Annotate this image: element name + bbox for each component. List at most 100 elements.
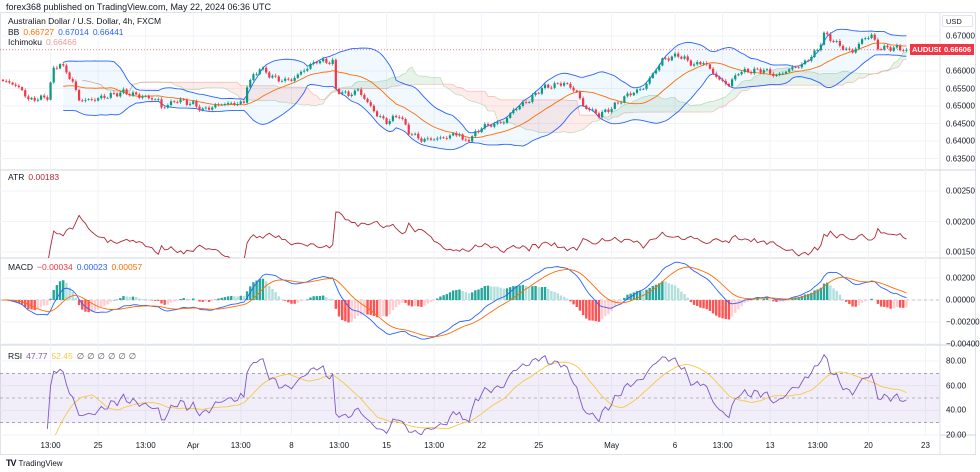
macd-hist-bar [274, 292, 277, 300]
macd-hist-bar [150, 300, 154, 301]
bb-basis-value: 0.66727 [23, 27, 55, 37]
candle-body [97, 98, 100, 101]
value-tick: 0.00250 [946, 186, 975, 196]
macd-hist-bar [616, 300, 620, 304]
atr-legend[interactable]: ATR 0.00183 [8, 172, 63, 182]
ichimoku-cloud-segment [177, 82, 181, 87]
candle-body [753, 68, 756, 74]
macd-hist-bar [239, 295, 242, 300]
rsi-hidden-values: ∅ ∅ ∅ ∅ ∅ ∅ [77, 351, 139, 361]
ichimoku-cloud-segment [484, 91, 489, 111]
ichimoku-cloud-segment [570, 100, 574, 133]
macd-hist-bar [902, 300, 905, 308]
candle-body [664, 58, 667, 60]
macd-hist-bar [566, 298, 569, 300]
ichimoku-cloud-segment [605, 116, 609, 121]
macd-hist-bar [680, 291, 683, 300]
candle-body [651, 73, 654, 79]
candle-body [103, 95, 106, 98]
ichimoku-cloud-segment [215, 82, 219, 88]
rsi-ma-line [54, 361, 907, 435]
macd-hist-bar [176, 300, 179, 301]
candle-body [429, 138, 433, 140]
ichimoku-cloud-segment [690, 105, 695, 113]
ichimoku-legend[interactable]: Ichimoku 0.66466 [8, 37, 81, 47]
candle-body [654, 70, 658, 74]
macd-hist-bar [521, 284, 525, 300]
ichimoku-cloud-segment [291, 87, 295, 104]
candle-body [245, 87, 249, 103]
ichimoku-label: Ichimoku [8, 37, 43, 47]
bb-legend[interactable]: BB 0.66727 0.67014 0.66441 [8, 27, 128, 37]
candle-body [303, 70, 306, 72]
macd-hist-bar [746, 300, 750, 302]
candle-body [864, 38, 867, 40]
candle-body [791, 67, 794, 70]
value-tick: 0.65000 [946, 101, 975, 111]
ichimoku-cloud-segment [186, 82, 191, 91]
macd-hist-bar [226, 296, 230, 300]
ichimoku-cloud-segment [776, 68, 780, 86]
ichimoku-cloud-segment [893, 61, 897, 69]
candle-body [879, 49, 883, 51]
macd-hist-bar [547, 288, 550, 300]
ichimoku-cloud-segment [671, 97, 676, 113]
macd-hist-bar [870, 298, 873, 300]
ichimoku-cloud-segment [437, 77, 441, 85]
candle-body [344, 91, 347, 93]
candle-body [144, 96, 147, 97]
candle-body [623, 96, 626, 103]
candle-body [24, 90, 27, 97]
candle-body [274, 75, 277, 77]
candle-body [341, 92, 344, 94]
candle-body [404, 119, 407, 125]
candle-body [797, 67, 800, 69]
candle-body [74, 81, 78, 90]
macd-hist-bar [531, 286, 534, 300]
time-tick: 13:00 [230, 441, 251, 450]
ichimoku-cloud-segment [465, 90, 469, 101]
candle-body [284, 78, 287, 81]
ichimoku-cloud-segment [779, 68, 783, 86]
candle-body [794, 67, 797, 68]
atr-value: 0.00183 [28, 172, 60, 182]
candle-body [119, 92, 122, 97]
ichimoku-cloud-segment [557, 99, 561, 133]
ichimoku-cloud-segment [497, 98, 501, 122]
candle-body [746, 68, 750, 73]
macd-hist-bar [271, 289, 274, 300]
candle-body [150, 98, 154, 100]
value-tick: 20.00 [946, 430, 967, 440]
macd-hist-bar [528, 286, 531, 300]
macd-legend[interactable]: MACD −0.00034 0.00023 0.00057 [8, 262, 146, 272]
ichimoku-cloud-segment [205, 82, 210, 88]
macd-hist-bar [797, 297, 800, 300]
macd-hist-bar [895, 300, 899, 308]
macd-hist-bar [768, 299, 772, 301]
ichimoku-cloud-segment [459, 87, 463, 96]
candle-body [195, 101, 198, 107]
macd-hist-bar [204, 300, 208, 302]
ichimoku-cloud-segment [564, 99, 568, 133]
macd-hist-bar [515, 285, 518, 300]
ichimoku-cloud-segment [269, 85, 273, 101]
rsi-value: 47.77 [26, 351, 48, 361]
candle-body [667, 58, 670, 61]
value-tick: 0.64000 [946, 136, 975, 146]
candle-body [601, 111, 604, 118]
ichimoku-cloud-segment [272, 85, 276, 101]
rsi-legend[interactable]: RSI 47.77 52.45 ∅ ∅ ∅ ∅ ∅ ∅ [8, 351, 143, 362]
macd-hist-bar [819, 287, 823, 300]
candle-body [807, 60, 810, 62]
macd-hist-bar [125, 296, 128, 300]
macd-hist-bar [737, 300, 740, 310]
macd-hist-bar [401, 300, 404, 303]
macd-hist-bar [328, 298, 331, 300]
ichimoku-cloud-segment [218, 82, 222, 88]
candle-body [33, 97, 36, 101]
candle-body [528, 101, 531, 103]
currency-selector[interactable]: USD [942, 15, 973, 27]
candle-body [347, 91, 350, 96]
candle-body [223, 104, 226, 105]
